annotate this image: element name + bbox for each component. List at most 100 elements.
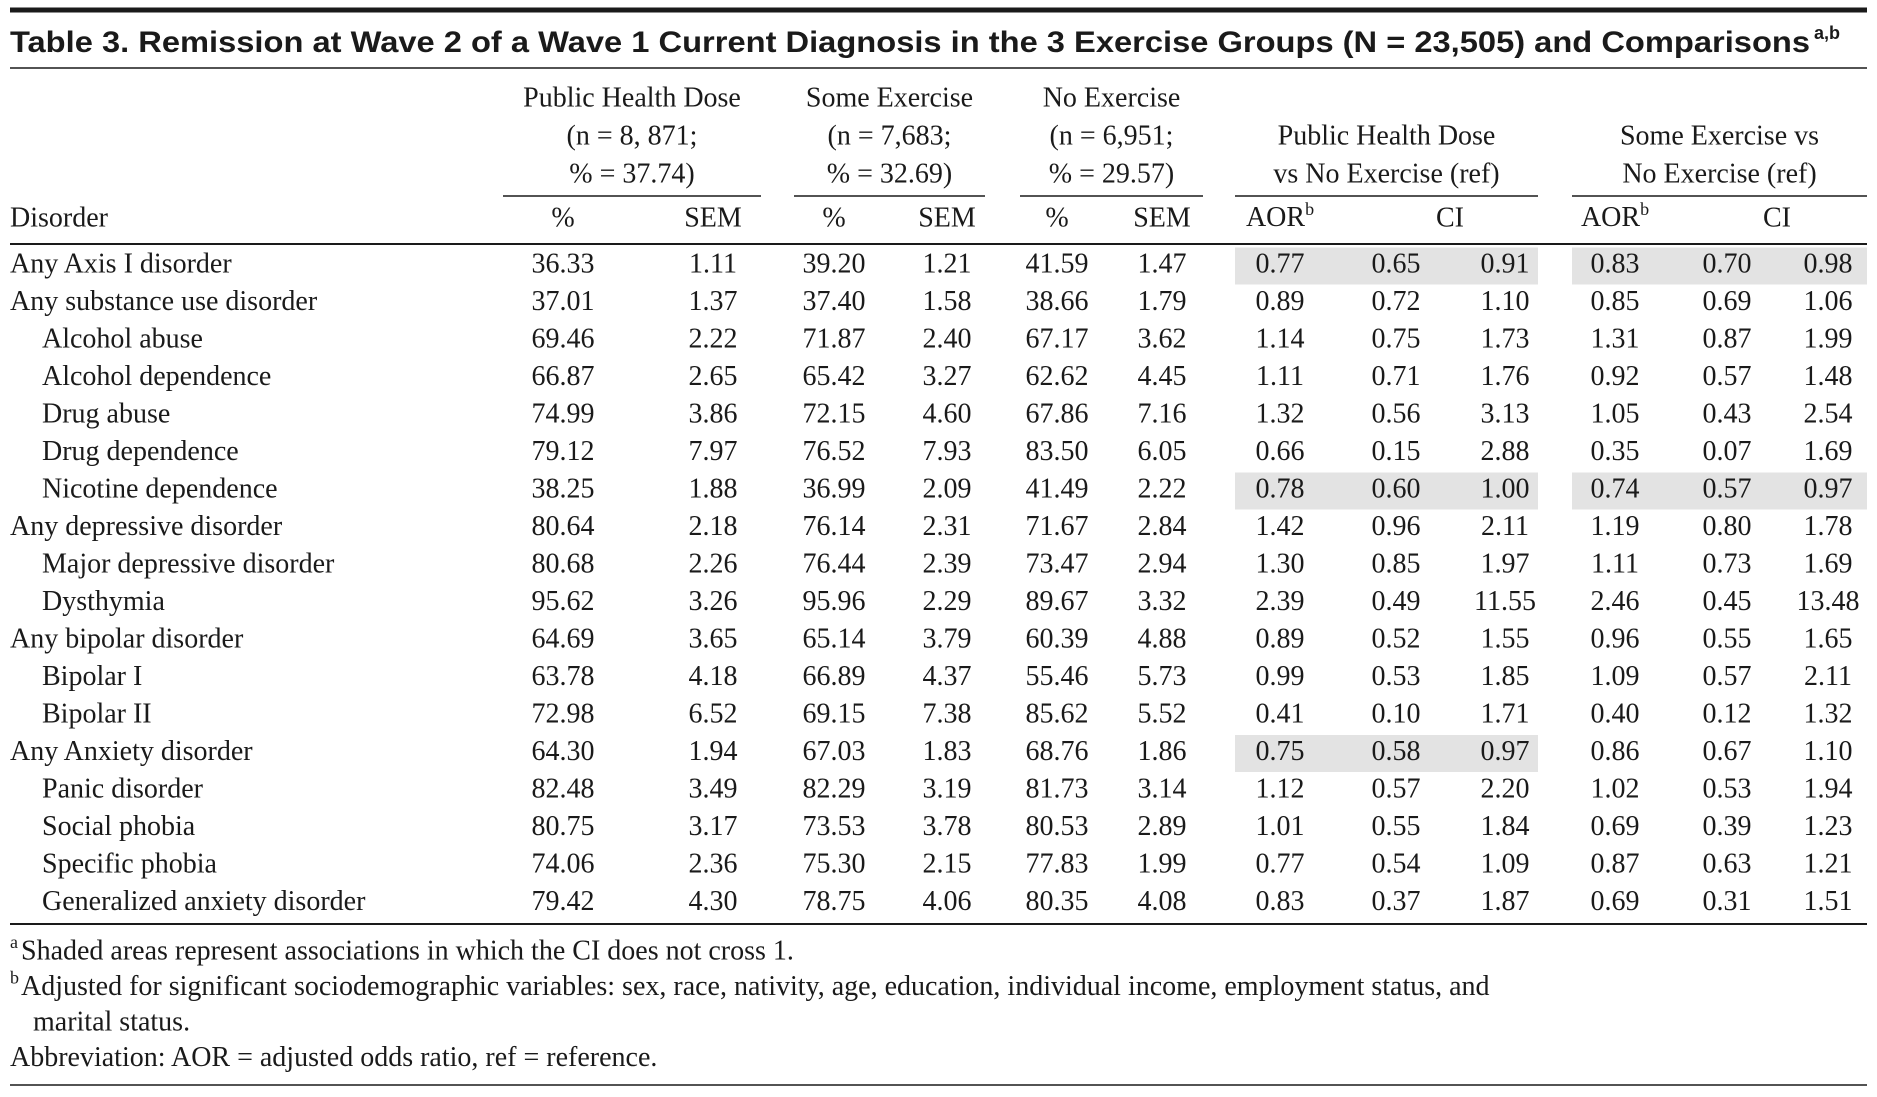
cell-value: 1.05 [1591,398,1640,429]
cell-value: 1.30 [1256,548,1305,579]
column-header: CI [1763,202,1791,233]
cell-value: 1.58 [923,286,972,317]
cell-value: 3.65 [689,623,738,654]
cell-value: 64.69 [532,623,595,654]
cell-value: 71.67 [1026,511,1089,542]
column-header: % [551,202,574,233]
cell-value: 1.83 [923,736,972,767]
cell-value: 2.94 [1138,548,1187,579]
cell-value: 1.76 [1481,361,1530,392]
cell-value: 1.94 [1804,773,1853,804]
cell-value: 2.09 [923,473,972,504]
cell-value: 41.49 [1026,473,1089,504]
cell-value: 1.14 [1256,323,1305,354]
row-label: Dysthymia [42,586,165,617]
row-label: Specific phobia [42,848,218,879]
row-label: Any depressive disorder [10,511,283,542]
cell-value: 1.09 [1481,848,1530,879]
footnote-text: marital status. [33,1006,190,1037]
cell-value: 1.73 [1481,323,1530,354]
cell-value: 0.67 [1703,736,1752,767]
cell-value: 0.75 [1372,323,1421,354]
cell-value: 5.73 [1138,661,1187,692]
cell-value: 0.99 [1256,661,1305,692]
cell-value: 7.38 [923,698,972,729]
cell-value: 74.99 [532,398,595,429]
cell-value: 0.69 [1703,286,1752,317]
cell-value: 0.70 [1703,248,1752,279]
cell-value: 3.79 [923,623,972,654]
cell-value: 62.62 [1026,361,1089,392]
cell-value: 0.97 [1481,736,1530,767]
column-header: % [1045,202,1068,233]
cell-value: 1.19 [1591,511,1640,542]
cell-value: 0.87 [1703,323,1752,354]
cell-value: 1.23 [1804,811,1853,842]
cell-value: 0.56 [1372,398,1421,429]
row-label: Social phobia [42,811,196,842]
cell-value: 1.11 [1591,548,1639,579]
cell-value: 38.25 [532,473,595,504]
cell-value: 2.46 [1591,586,1640,617]
cell-value: 2.40 [923,323,972,354]
cell-value: 0.37 [1372,886,1421,917]
column-group-label: (n = 7,683; [828,120,952,151]
cell-value: 0.57 [1703,661,1752,692]
cell-value: 1.37 [689,286,738,317]
cell-value: 0.96 [1591,623,1640,654]
cell-value: 7.93 [923,436,972,467]
cell-value: 0.12 [1703,698,1752,729]
cell-value: 3.17 [689,811,738,842]
cell-value: 3.14 [1138,773,1187,804]
cell-value: 80.75 [532,811,595,842]
cell-value: 3.49 [689,773,738,804]
cell-value: 73.47 [1026,548,1089,579]
cell-value: 2.18 [689,511,738,542]
cell-value: 36.99 [803,473,866,504]
column-group-label: No Exercise (ref) [1622,158,1816,189]
column-header-superscript: b [1640,199,1649,219]
column-header: SEM [684,202,742,233]
footnote-text: Shaded areas represent associations in w… [21,935,794,966]
cell-value: 2.39 [1256,586,1305,617]
column-header: SEM [918,202,976,233]
cell-value: 0.75 [1256,736,1305,767]
cell-value: 0.54 [1372,848,1421,879]
column-header-text: AOR [1246,202,1305,233]
cell-value: 1.11 [1256,361,1304,392]
footnote-text: Adjusted for significant sociodemographi… [21,971,1490,1002]
cell-value: 13.48 [1797,586,1860,617]
cell-value: 68.76 [1026,736,1089,767]
cell-value: 1.88 [689,473,738,504]
cell-value: 4.30 [689,886,738,917]
cell-value: 0.80 [1703,511,1752,542]
cell-value: 0.07 [1703,436,1752,467]
column-header: SEM [1133,202,1191,233]
cell-value: 0.89 [1256,286,1305,317]
row-label: Alcohol abuse [42,323,203,354]
cell-value: 36.33 [532,248,595,279]
cell-value: 1.84 [1481,811,1530,842]
cell-value: 0.52 [1372,623,1421,654]
cell-value: 4.37 [923,661,972,692]
cell-value: 72.98 [532,698,595,729]
cell-value: 79.42 [532,886,595,917]
cell-value: 80.35 [1026,886,1089,917]
cell-value: 0.72 [1372,286,1421,317]
table-title: Table 3. Remission at Wave 2 of a Wave 1… [10,26,1810,59]
cell-value: 89.67 [1026,586,1089,617]
cell-value: 11.55 [1474,586,1536,617]
cell-value: 6.05 [1138,436,1187,467]
cell-value: 3.27 [923,361,972,392]
cell-value: 83.50 [1026,436,1089,467]
cell-value: 3.32 [1138,586,1187,617]
cell-value: 69.46 [532,323,595,354]
cell-value: 3.62 [1138,323,1187,354]
cell-value: 0.49 [1372,586,1421,617]
row-label: Major depressive disorder [42,548,335,579]
cell-value: 72.15 [803,398,866,429]
cell-value: 69.15 [803,698,866,729]
footnote-text: Abbreviation: AOR = adjusted odds ratio,… [10,1042,657,1073]
cell-value: 82.48 [532,773,595,804]
cell-value: 1.85 [1481,661,1530,692]
